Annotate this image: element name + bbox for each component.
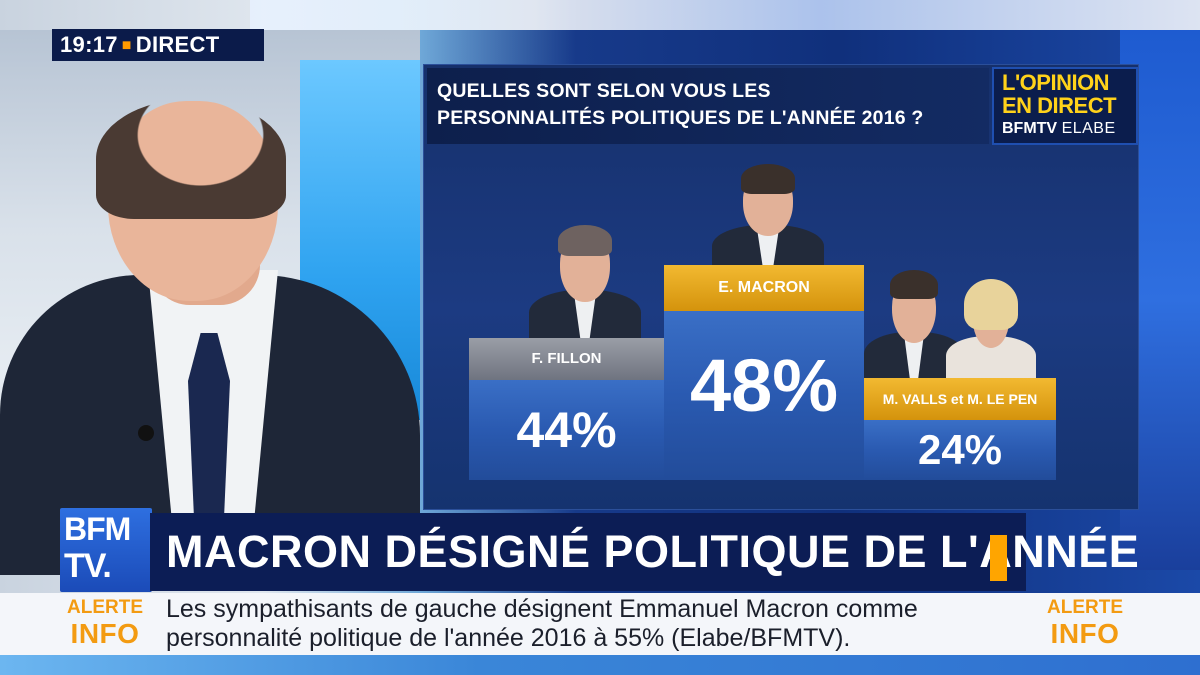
podium-value: 24% bbox=[864, 420, 1056, 480]
podium-value: 44% bbox=[469, 380, 664, 480]
square-icon: ■ bbox=[121, 37, 132, 54]
headline-bar: MACRON DÉSIGNÉ POLITIQUE DE L'ANNÉE bbox=[150, 513, 1139, 591]
headline-text: MACRON DÉSIGNÉ POLITIQUE DE L'ANNÉE bbox=[166, 526, 1140, 577]
poll-question: QUELLES SONT SELON VOUS LES PERSONNALITÉ… bbox=[427, 68, 989, 144]
podium-name: M. VALLS et M. LE PEN bbox=[864, 378, 1056, 420]
poll-question-line1: QUELLES SONT SELON VOUS LES bbox=[437, 80, 771, 102]
portrait-fillon bbox=[529, 220, 641, 340]
presenter-hair bbox=[96, 99, 286, 219]
alert-line1: ALERTE bbox=[67, 597, 143, 618]
headline-accent bbox=[990, 535, 1007, 581]
badge-brand-line: BFMTV ELABE bbox=[1002, 118, 1136, 140]
bottom-strip bbox=[0, 655, 1200, 675]
presenter bbox=[0, 95, 430, 575]
poll-panel: QUELLES SONT SELON VOUS LES PERSONNALITÉ… bbox=[423, 64, 1139, 510]
news-ticker: ALERTE INFO Les sympathisants de gauche … bbox=[0, 593, 1200, 655]
podium-name: F. FILLON bbox=[469, 338, 664, 380]
opinion-badge: L'OPINION EN DIRECT BFMTV ELABE bbox=[992, 67, 1138, 145]
logo-line2: TV. bbox=[64, 547, 112, 585]
alert-line2: INFO bbox=[70, 618, 140, 649]
poll-question-line2: PERSONNALITÉS POLITIQUES DE L'ANNÉE 2016… bbox=[437, 107, 924, 129]
top-light-banner bbox=[250, 0, 1200, 30]
portrait-lepen bbox=[946, 275, 1036, 380]
badge-line1: L'OPINION bbox=[1002, 70, 1110, 95]
live-label: DIRECT bbox=[135, 32, 220, 57]
podium-macron: E. MACRON 48% bbox=[664, 265, 864, 480]
live-clock: 19:17 ■ DIRECT bbox=[52, 29, 264, 61]
podium-fillon: F. FILLON 44% bbox=[469, 338, 664, 480]
alerte-info-right: ALERTE INFO bbox=[1035, 597, 1135, 649]
bfmtv-logo: BFM TV. bbox=[60, 508, 152, 592]
portrait-macron bbox=[712, 160, 824, 272]
podium-valls-lepen: M. VALLS et M. LE PEN 24% bbox=[864, 378, 1056, 480]
alert-line1: ALERTE bbox=[1047, 597, 1123, 618]
badge-brand: BFMTV bbox=[1002, 120, 1058, 137]
clock-time: 19:17 bbox=[60, 32, 118, 57]
logo-line1: BFM bbox=[64, 511, 131, 547]
alert-line2: INFO bbox=[1050, 618, 1120, 649]
badge-partner: ELABE bbox=[1061, 120, 1116, 137]
ticker-text: Les sympathisants de gauche désignent Em… bbox=[166, 595, 918, 652]
alerte-info-left: ALERTE INFO bbox=[55, 597, 155, 649]
podium-value: 48% bbox=[664, 311, 864, 480]
lapel-mic-icon bbox=[138, 425, 154, 441]
badge-line2: EN DIRECT bbox=[1002, 93, 1117, 118]
podium-name: E. MACRON bbox=[664, 265, 864, 311]
